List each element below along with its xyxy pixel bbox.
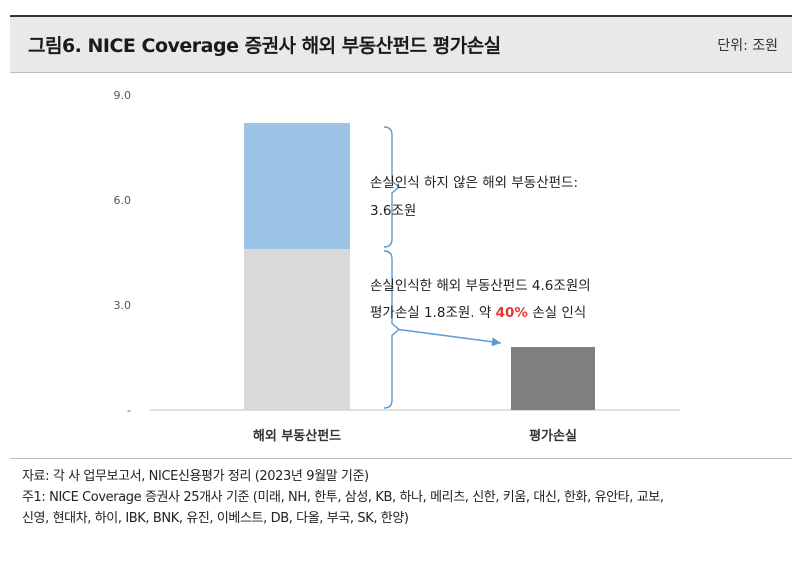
- upper-annotation-line1: 손실인식 하지 않은 해외 부동산펀드:: [370, 175, 578, 191]
- source-note: 자료: 각 사 업무보고서, NICE신용평가 정리 (2023년 9월말 기준…: [22, 469, 369, 484]
- lower-annotation-highlight: 40%: [496, 305, 529, 321]
- y-tick-label: 6.0: [114, 194, 132, 207]
- footnotes: 자료: 각 사 업무보고서, NICE신용평가 정리 (2023년 9월말 기준…: [22, 466, 790, 529]
- upper-bracket: [383, 126, 401, 248]
- bars: [244, 123, 595, 410]
- bar-valuation-loss: [511, 347, 595, 410]
- x-category-label: 평가손실: [529, 428, 577, 444]
- footer-divider: [10, 458, 792, 459]
- lower-annotation-line1: 손실인식한 해외 부동산펀드 4.6조원의: [370, 278, 591, 294]
- bar-recognized-segment: [244, 249, 350, 410]
- lower-annotation-tail: 손실 인식: [528, 305, 586, 321]
- footnote-1: 주1: NICE Coverage 증권사 25개사 기준 (미래, NH, 한…: [22, 490, 664, 505]
- y-tick-label: 3.0: [114, 299, 132, 312]
- bar-unrecognized-segment: [244, 123, 350, 249]
- chart-title: 그림6. NICE Coverage 증권사 해외 부동산펀드 평가손실: [28, 35, 501, 57]
- chart-area: - 3.0 6.0 9.0 해외 부동산펀드 평가손실 손실인식 하지 않은 해외 부동…: [114, 89, 680, 444]
- arrow-head: [491, 337, 501, 347]
- x-category-label: 해외 부동산펀드: [253, 428, 341, 444]
- lower-annotation-text: 평가손실 1.8조원. 약: [370, 305, 496, 321]
- lower-annotation-line2: 평가손실 1.8조원. 약 40% 손실 인식: [370, 305, 586, 321]
- category-labels: 해외 부동산펀드 평가손실: [253, 428, 577, 444]
- unit-label: 단위: 조원: [717, 38, 778, 54]
- y-tick-label: 9.0: [114, 89, 132, 102]
- footnote-2: 신영, 현대차, 하이, IBK, BNK, 유진, 이베스트, DB, 다올,…: [22, 511, 409, 526]
- title-bar: 그림6. NICE Coverage 증권사 해외 부동산펀드 평가손실 단위:…: [10, 15, 792, 73]
- y-axis: - 3.0 6.0 9.0: [114, 89, 132, 417]
- arrow-to-loss-bar: [398, 328, 502, 344]
- lower-bracket: [383, 250, 401, 409]
- annotations: 손실인식 하지 않은 해외 부동산펀드: 3.6조원 손실인식한 해외 부동산펀…: [370, 126, 591, 409]
- upper-annotation-line2: 3.6조원: [370, 203, 416, 219]
- y-tick-label: -: [127, 404, 131, 417]
